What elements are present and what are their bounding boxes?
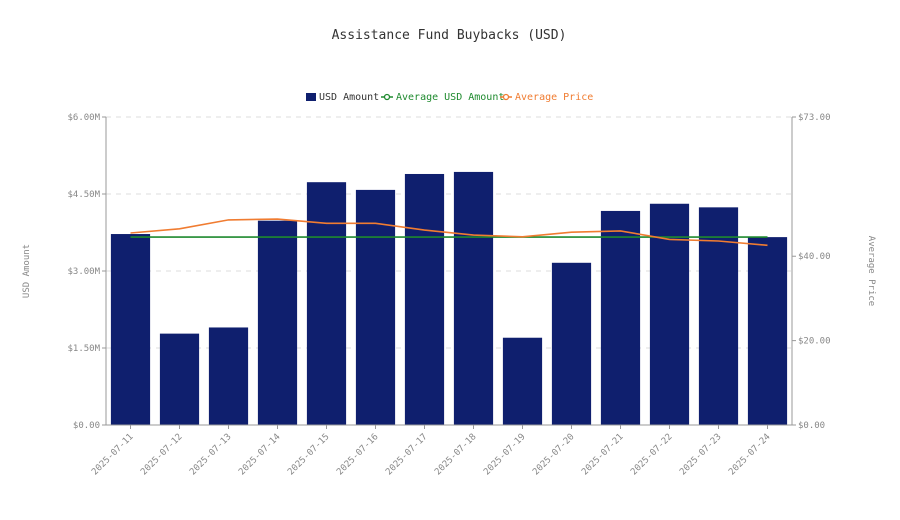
legend-swatch-marker	[502, 93, 510, 101]
bar	[159, 333, 200, 425]
x-tick-label: 2025-07-21	[580, 432, 625, 477]
legend-swatch-usd-amount	[306, 93, 316, 101]
chart-title: Assistance Fund Buybacks (USD)	[332, 28, 567, 43]
x-tick-label: 2025-07-18	[433, 432, 478, 477]
bar	[208, 327, 249, 425]
x-tick-label: 2025-07-15	[286, 432, 331, 477]
y-axis-left-label: USD Amount	[22, 244, 32, 298]
y-left-tick-label: $4.50M	[67, 190, 100, 200]
bar	[404, 173, 445, 425]
series-lines	[130, 218, 768, 247]
bar	[110, 234, 151, 425]
x-tick-label: 2025-07-16	[335, 432, 380, 477]
legend-label-average-usd-amount: Average USD Amount	[396, 92, 504, 103]
y-right-tick-label: $73.00	[798, 113, 831, 123]
y-left-tick-label: $1.50M	[67, 344, 100, 354]
x-tick-label: 2025-07-23	[678, 432, 723, 477]
legend-swatch-marker	[383, 93, 391, 101]
y-left-tick-label: $3.00M	[67, 267, 100, 277]
bar	[600, 210, 641, 425]
bar	[551, 262, 592, 425]
average-price-line	[130, 218, 768, 247]
bar	[355, 189, 396, 425]
bar	[453, 171, 494, 425]
legend: USD Amount Average USD Amount Average Pric…	[306, 92, 593, 103]
bar	[257, 220, 298, 425]
y-axis-right-label: Average Price	[866, 236, 876, 306]
bar	[698, 207, 739, 425]
x-tick-label: 2025-07-11	[90, 432, 135, 477]
y-left-tick-label: $6.00M	[67, 113, 100, 123]
y-right-tick-label: $20.00	[798, 337, 831, 347]
x-tick-label: 2025-07-24	[727, 432, 772, 477]
x-tick-label: 2025-07-17	[384, 432, 429, 477]
x-tick-label: 2025-07-13	[188, 432, 233, 477]
bar	[502, 337, 543, 425]
x-tick-label: 2025-07-22	[629, 432, 674, 477]
bar	[747, 237, 788, 425]
x-tick-label: 2025-07-20	[531, 432, 576, 477]
x-tick-label: 2025-07-19	[482, 432, 527, 477]
x-tick-label: 2025-07-12	[139, 432, 184, 477]
y-left-tick-label: $0.00	[73, 421, 100, 431]
y-right-tick-label: $0.00	[798, 421, 825, 431]
x-tick-label: 2025-07-14	[237, 432, 282, 477]
legend-label-average-price: Average Price	[515, 92, 593, 103]
bars	[110, 171, 788, 425]
bar	[306, 182, 347, 425]
bar	[649, 203, 690, 425]
legend-label-usd-amount: USD Amount	[319, 92, 379, 103]
y-right-tick-label: $40.00	[798, 252, 831, 262]
